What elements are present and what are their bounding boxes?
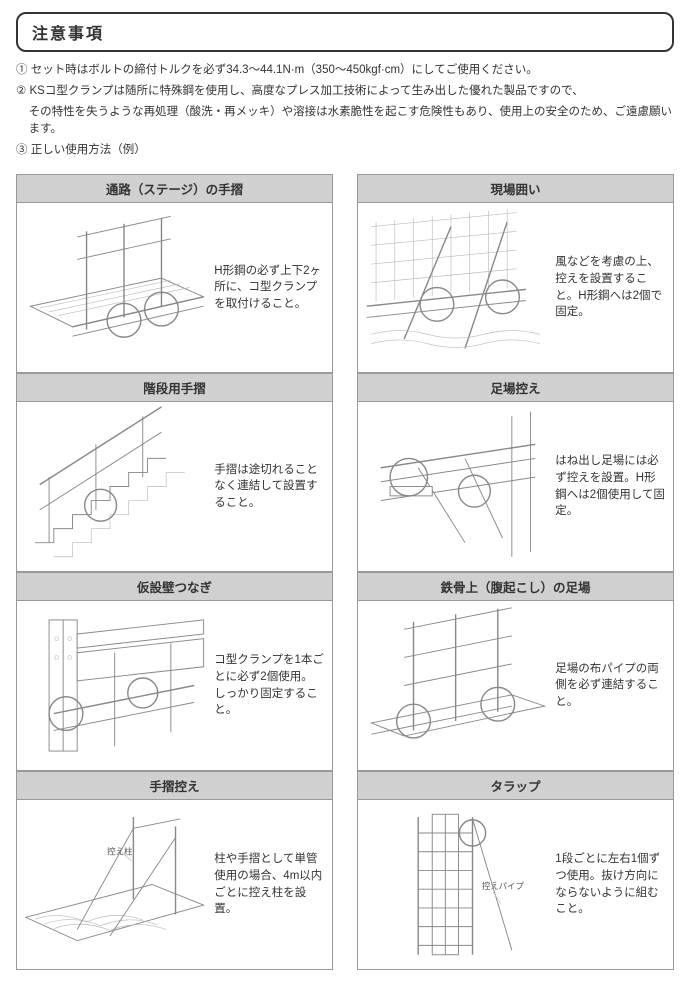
illustration — [17, 203, 212, 372]
panel-title: 手摺控え — [16, 771, 333, 800]
illustration: 控え柱 — [17, 800, 212, 969]
panel-desc: コ型クランプを1本ごとに必ず2個使用。しっかり固定すること。 — [212, 601, 332, 770]
panel-scaffold-brace: 足場控え — [357, 373, 674, 572]
panel-body: 足場の布パイプの両側を必ず連結すること。 — [357, 601, 674, 771]
panel-title: 階段用手摺 — [16, 373, 333, 402]
panel-body: H形鋼の必ず上下2ヶ所に、コ型クランプを取付けること。 — [16, 203, 333, 373]
panel-body: 風などを考慮の上、控えを設置すること。H形鋼へは2個で固定。 — [357, 203, 674, 373]
panel-wall-tie: 仮設壁つなぎ — [16, 572, 333, 771]
panel-desc: 風などを考慮の上、控えを設置すること。H形鋼へは2個で固定。 — [553, 203, 673, 372]
title-box: 注意事項 — [16, 12, 674, 52]
panel-desc: 手摺は途切れることなく連結して設置すること。 — [212, 402, 332, 571]
note-2b: その特性を失うような再処理（酸洗・再メッキ）や溶接は水素脆性を起こす危険性もあり… — [16, 104, 674, 140]
panel-desc: H形鋼の必ず上下2ヶ所に、コ型クランプを取付けること。 — [212, 203, 332, 372]
panel-title: 仮設壁つなぎ — [16, 572, 333, 601]
note-2a: ② KSコ型クランプは随所に特殊鋼を使用し、高度なプレス加工技術によって生み出し… — [16, 83, 674, 101]
panel-desc: はね出し足場には必ず控えを設置。H形鋼へは2個使用して固定。 — [553, 402, 673, 571]
panel-title: 通路（ステージ）の手摺 — [16, 174, 333, 203]
panel-desc: 足場の布パイプの両側を必ず連結すること。 — [553, 601, 673, 770]
panel-site-fence: 現場囲い — [357, 174, 674, 373]
left-column: 通路（ステージ）の手摺 — [16, 174, 333, 970]
panel-body: コ型クランプを1本ごとに必ず2個使用。しっかり固定すること。 — [16, 601, 333, 771]
panel-body: 手摺は途切れることなく連結して設置すること。 — [16, 402, 333, 572]
panel-stair-handrail: 階段用手摺 — [16, 373, 333, 572]
panel-body: 控えパイプ 1段ごとに左右1個ずつ使用。抜け方向にならないように組むこと。 — [357, 800, 674, 970]
note-1: ① セット時はボルトの締付トルクを必ず34.3〜44.1N·m（350〜450k… — [16, 62, 674, 80]
panel-ladder: タラップ — [357, 771, 674, 970]
right-column: 現場囲い — [357, 174, 674, 970]
panel-steel-scaffold: 鉄骨上（腹起こし）の足場 — [357, 572, 674, 771]
illustration — [17, 402, 212, 571]
panel-desc: 1段ごとに左右1個ずつ使用。抜け方向にならないように組むこと。 — [553, 800, 673, 969]
panel-stage-handrail: 通路（ステージ）の手摺 — [16, 174, 333, 373]
panel-handrail-brace: 手摺控え — [16, 771, 333, 970]
panel-title: タラップ — [357, 771, 674, 800]
illustration — [17, 601, 212, 770]
panel-body: はね出し足場には必ず控えを設置。H形鋼へは2個使用して固定。 — [357, 402, 674, 572]
illustration — [358, 203, 553, 372]
panel-grid: 通路（ステージ）の手摺 — [16, 174, 674, 970]
panel-title: 現場囲い — [357, 174, 674, 203]
illustration — [358, 601, 553, 770]
note-3: ③ 正しい使用方法（例） — [16, 142, 674, 160]
brace-pipe-label: 控えパイプ — [482, 881, 525, 891]
panel-desc: 柱や手摺として単管使用の場合、4m以内ごとに控え柱を設置。 — [212, 800, 332, 969]
illustration — [358, 402, 553, 571]
brace-post-label: 控え柱 — [107, 847, 133, 857]
panel-title: 足場控え — [357, 373, 674, 402]
illustration: 控えパイプ — [358, 800, 553, 969]
panel-body: 控え柱 柱や手摺として単管使用の場合、4m以内ごとに控え柱を設置。 — [16, 800, 333, 970]
notes-block: ① セット時はボルトの締付トルクを必ず34.3〜44.1N·m（350〜450k… — [16, 62, 674, 160]
page-title: 注意事項 — [32, 20, 658, 44]
panel-title: 鉄骨上（腹起こし）の足場 — [357, 572, 674, 601]
